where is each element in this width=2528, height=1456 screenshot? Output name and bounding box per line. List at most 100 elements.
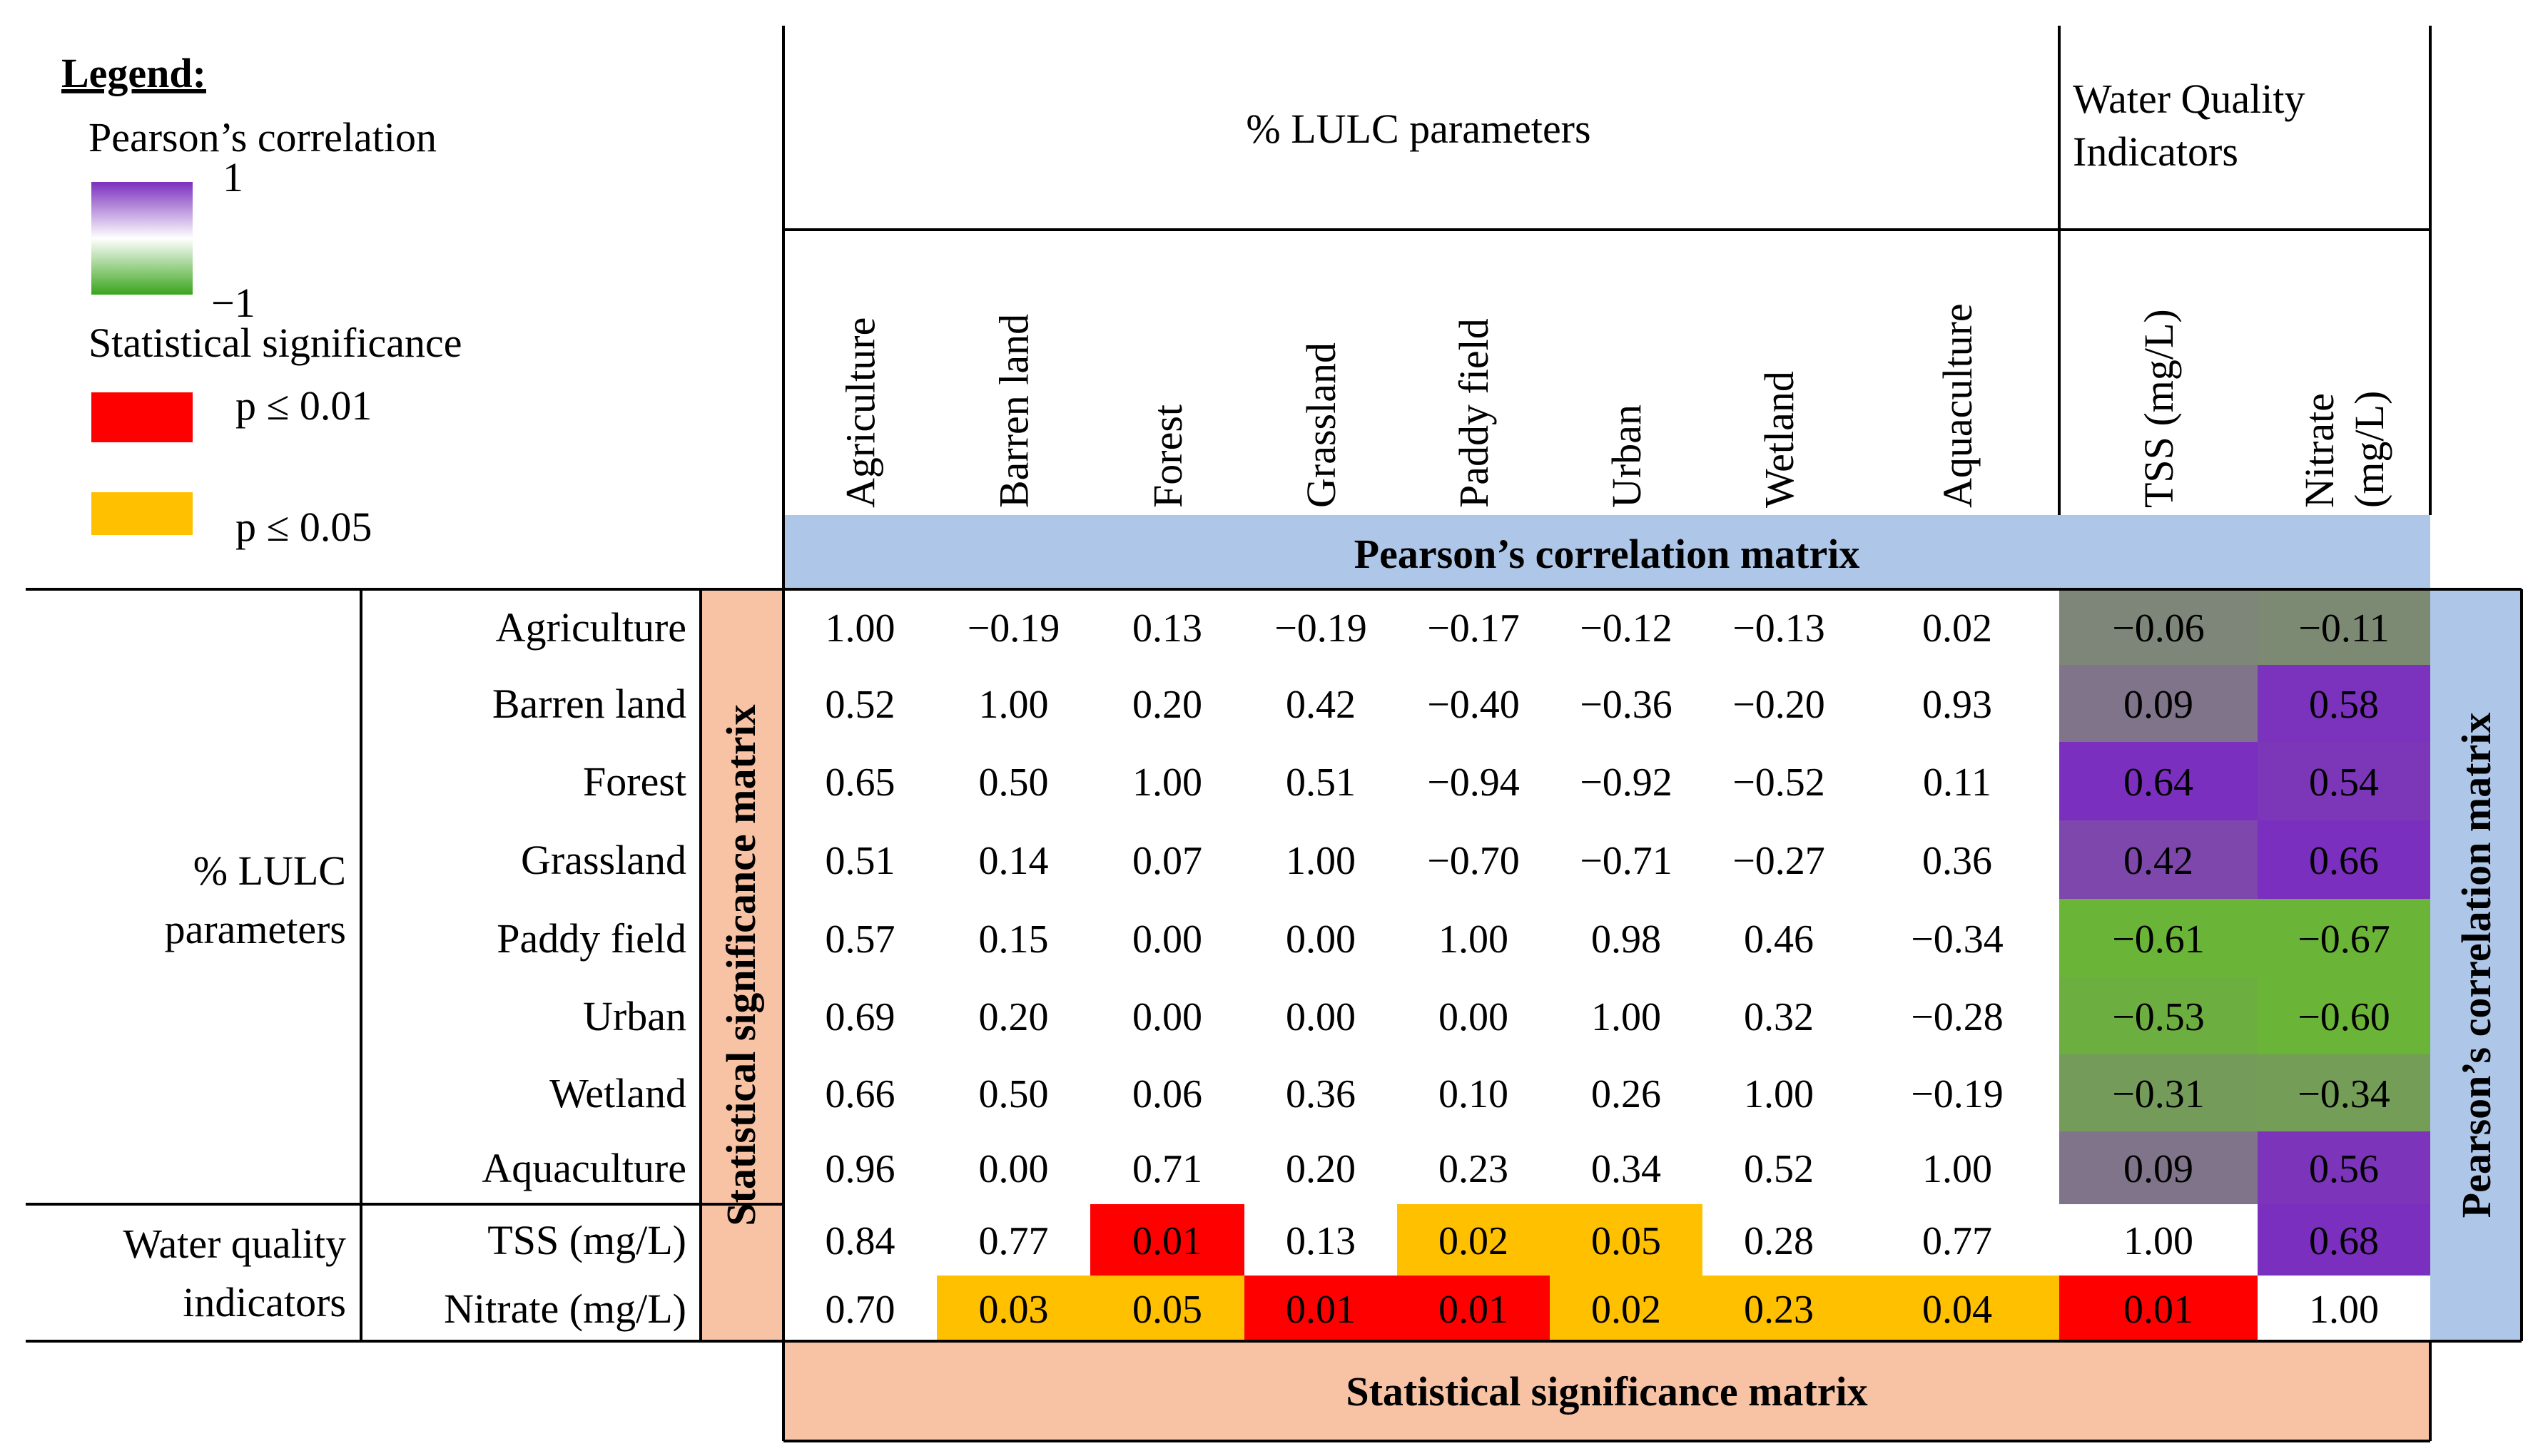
cell-value-r5-c3: 0.00 (1286, 995, 1356, 1039)
row-label-6: Wetland (549, 1070, 686, 1116)
column-labels: Agriculture Barren land Forest Grassland Pad… (838, 303, 2393, 508)
cell-value-r9-c0: 0.70 (826, 1288, 895, 1332)
cell-value-r4-c4: 1.00 (1438, 917, 1508, 962)
cell-value-r3-c5: −0.71 (1580, 839, 1672, 883)
cell-value-r8-c5: 0.05 (1591, 1219, 1661, 1263)
cell-value-r4-c5: 0.98 (1591, 917, 1661, 962)
cell-value-r4-c0: 0.57 (826, 917, 895, 962)
cell-value-r2-c9: 0.54 (2309, 760, 2379, 805)
pearson-matrix-label-right: Pearson’s correlation matrix (2453, 713, 2499, 1218)
column-label-5: Urban (1603, 404, 1650, 508)
cell-value-r8-c9: 0.68 (2309, 1219, 2379, 1263)
cell-value-r3-c6: −0.27 (1732, 839, 1825, 883)
cell-value-r5-c7: −0.28 (1911, 995, 2004, 1039)
sig-cell-bg-r8-c4 (1397, 1204, 1550, 1276)
cell-value-r4-c6: 0.46 (1744, 917, 1814, 962)
column-label-0: Agriculture (838, 317, 884, 508)
cell-value-r6-c0: 0.66 (826, 1072, 895, 1116)
cell-value-r1-c8: 0.09 (2123, 683, 2193, 727)
cell-value-r5-c1: 0.20 (979, 995, 1049, 1039)
row-group-lulc-line1: % LULC (193, 847, 346, 894)
row-label-1: Barren land (492, 681, 686, 727)
corr-cell-bg-r7-c9 (2258, 1131, 2430, 1204)
cell-value-r9-c1: 0.03 (979, 1288, 1049, 1332)
cell-value-r4-c9: −0.67 (2298, 917, 2390, 962)
cell-value-r4-c7: −0.34 (1911, 917, 2004, 962)
pearson-matrix-label-top: Pearson’s correlation matrix (1354, 531, 1860, 577)
cell-value-r8-c6: 0.28 (1744, 1219, 1814, 1263)
sig-cell-bg-r9-c6 (1702, 1276, 1855, 1341)
cell-values: 1.00 −0.19 0.13 −0.19 −0.17 −0.12 −0.13 0.02 −0.… (826, 606, 2390, 1332)
sig-cell-bg-r9-c2 (1090, 1276, 1244, 1341)
column-label-9-line1: (mg/L) (2346, 391, 2392, 508)
cell-value-r6-c2: 0.06 (1132, 1072, 1202, 1116)
cell-value-r9-c2: 0.05 (1132, 1288, 1202, 1332)
cell-value-r9-c7: 0.04 (1922, 1288, 1992, 1332)
row-label-7: Aquaculture (482, 1145, 686, 1191)
cell-backgrounds (937, 589, 2430, 1341)
cell-value-r3-c4: −0.70 (1427, 839, 1520, 883)
sig-matrix-label-bottom: Statistical significance matrix (1346, 1368, 1867, 1415)
cell-value-r3-c1: 0.14 (979, 839, 1049, 883)
corr-cell-bg-r3-c9 (2258, 820, 2430, 899)
sig-cell-bg-r9-c3 (1244, 1276, 1397, 1341)
cell-value-r6-c1: 0.50 (979, 1072, 1049, 1116)
cell-value-r2-c6: −0.52 (1732, 760, 1825, 805)
cell-value-r2-c0: 0.65 (826, 760, 895, 805)
cell-value-r1-c9: 0.58 (2309, 683, 2379, 727)
cell-value-r7-c2: 0.71 (1132, 1147, 1202, 1191)
corr-cell-bg-r8-c9 (2258, 1204, 2430, 1276)
cell-value-r2-c1: 0.50 (979, 760, 1049, 805)
sig-matrix-band-bottom (783, 1341, 2430, 1441)
cell-value-r2-c3: 0.51 (1286, 760, 1356, 805)
top-headers: % LULC parameters Water Quality Indicato… (838, 76, 2393, 508)
legend-p001-swatch (91, 392, 193, 442)
cell-value-r1-c5: −0.36 (1580, 683, 1672, 727)
cell-value-r9-c8: 0.01 (2123, 1288, 2193, 1332)
corr-cell-bg-r4-c8 (2059, 899, 2258, 977)
corr-cell-bg-r1-c8 (2059, 665, 2258, 742)
cell-value-r0-c6: −0.13 (1732, 606, 1825, 651)
cell-value-r7-c1: 0.00 (979, 1147, 1049, 1191)
cell-value-r6-c7: −0.19 (1911, 1072, 2004, 1116)
cell-value-r0-c2: 0.13 (1132, 606, 1202, 651)
cell-value-r5-c6: 0.32 (1744, 995, 1814, 1039)
cell-value-r6-c8: −0.31 (2112, 1072, 2205, 1116)
corr-cell-bg-r2-c9 (2258, 742, 2430, 820)
row-group-wq-line1: Water quality (123, 1221, 346, 1267)
sig-cell-bg-r9-c8 (2059, 1276, 2258, 1341)
cell-value-r0-c4: −0.17 (1427, 606, 1520, 651)
cell-value-r5-c0: 0.69 (826, 995, 895, 1039)
column-label-9-line0: Nitrate (2296, 393, 2342, 508)
cell-value-r8-c4: 0.02 (1438, 1219, 1508, 1263)
cell-value-r5-c9: −0.60 (2298, 995, 2390, 1039)
cell-value-r4-c1: 0.15 (979, 917, 1049, 962)
cell-value-r8-c8: 1.00 (2123, 1219, 2193, 1263)
cell-value-r9-c9: 1.00 (2309, 1288, 2379, 1332)
corr-cell-bg-r1-c9 (2258, 665, 2430, 742)
legend: Legend: Pearson’s correlation 1 −1 Stati… (61, 50, 462, 550)
row-label-8: TSS (mg/L) (487, 1217, 686, 1263)
cell-value-r0-c0: 1.00 (826, 606, 895, 651)
cell-value-r2-c4: −0.94 (1427, 760, 1520, 805)
cell-value-r8-c1: 0.77 (979, 1219, 1049, 1263)
legend-p005-swatch (91, 492, 193, 535)
cell-value-r8-c7: 0.77 (1922, 1219, 1992, 1263)
grid-lines (26, 26, 2523, 1442)
cell-value-r2-c7: 0.11 (1923, 760, 1991, 805)
cell-value-r7-c8: 0.09 (2123, 1147, 2193, 1191)
cell-value-r0-c8: −0.06 (2112, 606, 2205, 651)
column-label-8: TSS (mg/L) (2136, 309, 2182, 508)
row-label-5: Urban (583, 993, 686, 1039)
cell-value-r9-c5: 0.02 (1591, 1288, 1661, 1332)
corr-cell-bg-r5-c8 (2059, 977, 2258, 1054)
legend-p001-label: p ≤ 0.01 (235, 382, 372, 429)
cell-value-r1-c2: 0.20 (1132, 683, 1202, 727)
cell-value-r5-c2: 0.00 (1132, 995, 1202, 1039)
cell-value-r2-c2: 1.00 (1132, 760, 1202, 805)
column-label-4: Paddy field (1451, 318, 1497, 508)
cell-value-r6-c6: 1.00 (1744, 1072, 1814, 1116)
cell-value-r2-c5: −0.92 (1580, 760, 1672, 805)
sig-cell-bg-r9-c1 (937, 1276, 1090, 1341)
corr-cell-bg-r7-c8 (2059, 1131, 2258, 1204)
